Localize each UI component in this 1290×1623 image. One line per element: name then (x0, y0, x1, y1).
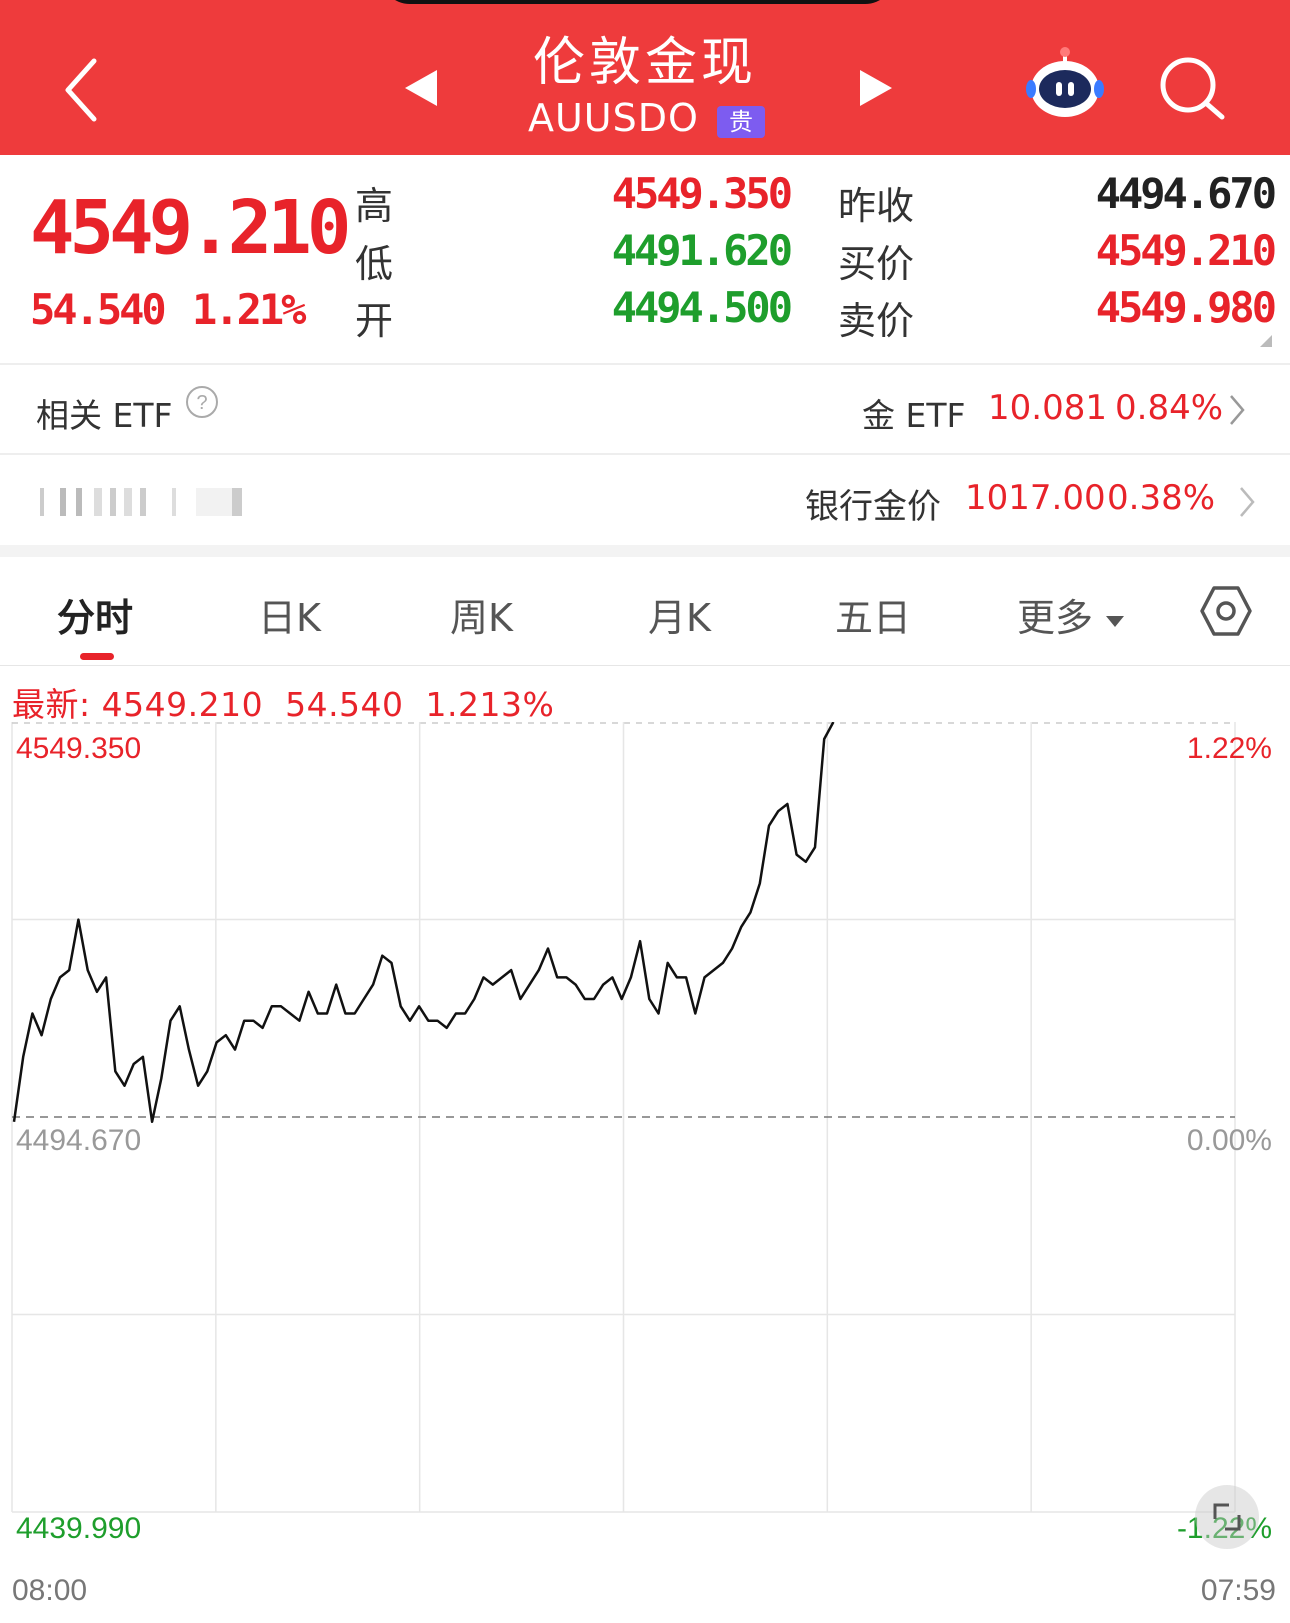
low-value: 4491.620 (611, 226, 793, 275)
caret-down-icon (1106, 615, 1125, 627)
gold-etf-value: 10.081 (988, 388, 1107, 428)
bank-gold-percent: 0.38% (1107, 478, 1216, 518)
open-value: 4494.500 (611, 283, 793, 332)
price-change-percent: 1.21% (192, 285, 306, 334)
y-axis-top-label: 4549.350 (16, 732, 141, 765)
low-label: 低 (355, 242, 394, 286)
tab-more-label: 更多 (1017, 596, 1094, 640)
x-axis-end-label: 07:59 (1201, 1574, 1276, 1607)
pct-axis-mid-label: 0.00% (1187, 1124, 1272, 1157)
y-axis-bottom-label: 4439.990 (16, 1512, 141, 1545)
tab-weekly-k[interactable]: 周K (450, 596, 513, 640)
ask-value: 4549.980 (1095, 283, 1277, 332)
search-icon[interactable] (1158, 55, 1228, 125)
related-etf-label: 相关 ETF (36, 396, 173, 435)
tab-intraday[interactable]: 分时 (57, 596, 134, 640)
latest-label: 最新: (12, 685, 91, 724)
section-gap (0, 545, 1290, 557)
bid-label: 买价 (838, 242, 915, 286)
bank-gold-value: 1017.00 (965, 478, 1106, 518)
prev-close-label: 昨收 (838, 184, 915, 228)
divider (0, 363, 1290, 365)
divider (0, 665, 1290, 666)
latest-quote-line: 最新: 4549.210 54.540 1.213% (12, 678, 554, 726)
robot-assistant-icon[interactable] (1025, 45, 1105, 125)
pct-axis-bottom-label: -1.22% (1177, 1512, 1272, 1545)
related-etf-row[interactable]: 相关 ETF ? 金 ETF 10.081 0.84% (0, 365, 1290, 453)
settings-hexagon-icon[interactable] (1200, 585, 1252, 637)
divider (0, 453, 1290, 455)
back-arrow-icon[interactable] (62, 55, 112, 125)
gold-etf-percent: 0.84% (1115, 388, 1224, 428)
current-price: 4549.210 (30, 185, 351, 271)
blurred-content (40, 488, 242, 516)
chevron-right-icon (1230, 395, 1245, 425)
category-badge: 贵 (717, 106, 765, 138)
expand-corner-mark (1260, 335, 1272, 347)
tab-daily-k[interactable]: 日K (258, 596, 321, 640)
price-line (12, 722, 835, 1124)
bid-value: 4549.210 (1095, 226, 1277, 275)
active-tab-indicator (80, 653, 114, 660)
high-value: 4549.350 (611, 169, 793, 218)
camera-notch (380, 0, 895, 4)
next-symbol-icon[interactable] (858, 68, 894, 108)
symbol-code: AUUSDO (528, 96, 699, 140)
chevron-right-icon (1240, 487, 1255, 517)
quote-panel: 4549.210 54.540 1.21% 高 低 开 4549.350 449… (0, 155, 1290, 365)
y-axis-mid-label: 4494.670 (16, 1124, 141, 1157)
price-change: 54.540 (30, 285, 167, 334)
svg-text:?: ? (196, 392, 207, 414)
fullscreen-icon (1213, 1503, 1241, 1531)
high-label: 高 (355, 184, 394, 228)
latest-price: 4549.210 (101, 685, 264, 724)
help-icon[interactable]: ? (184, 384, 220, 420)
header-bar: 伦敦金现 AUUSDO 贵 (0, 0, 1290, 155)
open-label: 开 (355, 299, 394, 343)
tab-five-day[interactable]: 五日 (835, 596, 912, 640)
latest-percent: 1.213% (425, 685, 555, 724)
tab-more[interactable]: 更多 (1017, 587, 1125, 642)
bank-gold-name: 银行金价 (805, 487, 941, 527)
x-axis-start-label: 08:00 (12, 1574, 87, 1607)
previous-symbol-icon[interactable] (403, 68, 439, 108)
chart-grid (11, 722, 1236, 1513)
pct-axis-top-label: 1.22% (1187, 732, 1272, 765)
bank-gold-row[interactable]: 银行金价 1017.00 0.38% (0, 455, 1290, 545)
intraday-chart[interactable]: 4549.350 4494.670 4439.990 1.22% 0.00% -… (0, 722, 1290, 1612)
tab-monthly-k[interactable]: 月K (648, 596, 711, 640)
prev-close-value: 4494.670 (1095, 169, 1277, 218)
fullscreen-button[interactable] (1195, 1485, 1259, 1549)
latest-change: 54.540 (285, 685, 404, 724)
ask-label: 卖价 (838, 299, 915, 343)
page-title: 伦敦金现 (532, 33, 757, 93)
gold-etf-name: 金 ETF (862, 396, 966, 435)
period-tabs: 分时 日K 周K 月K 五日 更多 (0, 557, 1290, 667)
